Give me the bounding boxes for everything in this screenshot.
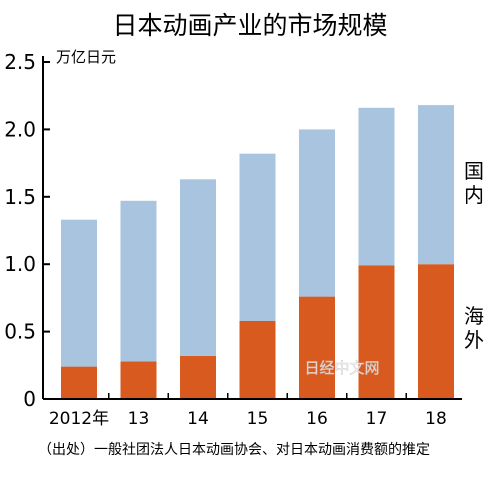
bar-overseas-2 <box>180 355 216 399</box>
y-tick-label: 1.0 <box>4 252 36 276</box>
x-tick-label: 13 <box>128 409 150 429</box>
bar-overseas-4 <box>299 296 335 399</box>
bar-domestic-6 <box>418 105 454 265</box>
legend-domestic-char: 内 <box>464 183 484 207</box>
labels-group: 0 0.5 1.0 1.5 2.0 2.5 2012年 13 14 15 16 17 18 万亿日元国内海… <box>4 48 484 429</box>
x-tick-label: 2012年 <box>49 409 109 429</box>
bar-domestic-2 <box>180 179 216 356</box>
x-tick-label: 14 <box>187 409 209 429</box>
y-tick-label: 0 <box>23 387 36 411</box>
x-tick-label: 15 <box>247 409 269 429</box>
y-tick-label: 0.5 <box>4 320 36 344</box>
bar-domestic-0 <box>61 219 97 367</box>
bar-overseas-5 <box>358 265 395 399</box>
bars-group <box>61 105 454 399</box>
bar-domestic-5 <box>358 107 395 266</box>
y-tick-label: 1.5 <box>4 185 36 209</box>
x-tick-label: 18 <box>425 409 447 429</box>
x-tick-label: 17 <box>366 409 388 429</box>
legend-overseas-char: 海 <box>464 304 484 328</box>
unit-label: 万亿日元 <box>56 48 116 66</box>
bar-overseas-6 <box>418 264 454 399</box>
y-tick-label: 2.0 <box>4 117 36 141</box>
bar-overseas-3 <box>239 320 276 399</box>
chart-svg: 0 0.5 1.0 1.5 2.0 2.5 2012年 13 14 15 16 17 18 万亿日元国内海… <box>4 48 484 429</box>
x-tick-label: 16 <box>306 409 328 429</box>
bar-overseas-1 <box>120 361 157 399</box>
watermark-logo: 日经中文网 <box>304 359 379 377</box>
chart-title: 日本动画产业的市场规模 <box>112 11 388 40</box>
legend-overseas-char: 外 <box>464 328 484 352</box>
bar-domestic-1 <box>120 200 157 362</box>
bar-domestic-3 <box>239 153 276 321</box>
source-note: （出处）一般社团法人日本动画协会、对日本动画消费额的推定 <box>38 442 430 458</box>
bar-overseas-0 <box>61 366 97 399</box>
legend-domestic-char: 国 <box>464 159 484 183</box>
y-tick-label: 2.5 <box>4 50 36 74</box>
bar-domestic-4 <box>299 129 335 297</box>
axes-group <box>42 56 462 400</box>
